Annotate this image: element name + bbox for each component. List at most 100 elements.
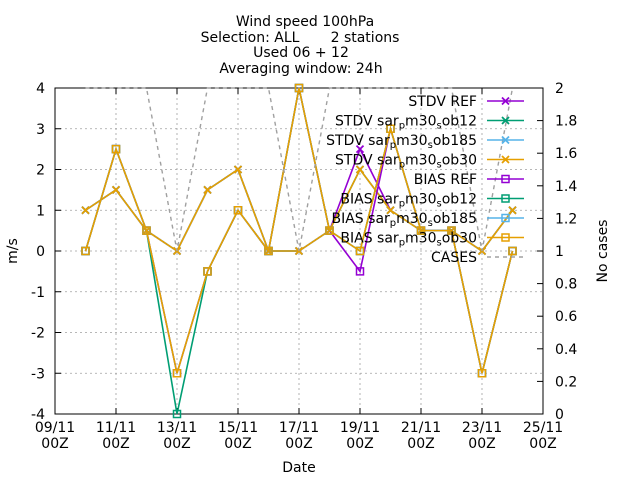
x-tick-label: 17/11 [279,420,319,436]
marker-stroke [203,185,212,195]
legend-marker [501,174,510,184]
legend-marker [501,135,510,145]
y-tick-label: -3 [31,366,45,382]
x-tick-label-sub: 00Z [102,436,129,452]
y2-tick-label: 0.4 [555,342,577,358]
data-point [355,246,365,256]
x-tick-label-sub: 00Z [163,436,190,452]
legend-label: BIAS sarpm30sob30 [340,231,477,249]
y-tick-label: -1 [31,285,45,301]
y-tick-label: -2 [31,326,45,342]
data-point [416,226,426,235]
marker-stroke [233,165,243,174]
legend-item: STDV REF [408,94,524,110]
x-tick-label: 09/11 [35,420,75,436]
data-point [477,369,487,378]
data-point [172,409,182,419]
grid [55,88,543,414]
legend-label: STDV sarpm30sob12 [335,114,477,132]
x-tick-label: 19/11 [340,420,380,436]
marker-stroke [501,155,510,164]
x-tick-label: 21/11 [401,420,441,436]
x-tick-label-sub: 00Z [346,436,373,452]
legend-label: STDV sarpm30sob185 [326,133,477,151]
y2-tick-label: 1 [555,244,564,260]
legend-item: CASES [431,250,524,266]
y-tick-label: 2 [36,163,45,179]
x-tick-label-sub: 00Z [468,436,495,452]
data-point [233,165,243,174]
legend-item: BIAS sarpm30sob30 [340,231,524,249]
y2-tick-label: 1.8 [555,114,577,130]
legend-label: CASES [431,250,477,266]
data-point [233,206,243,215]
legend-item: STDV sarpm30sob185 [326,133,524,151]
marker-stroke [508,206,517,215]
data-point [264,246,273,256]
data-point [508,206,517,215]
data-point [447,226,456,235]
marker-stroke [355,144,365,154]
data-point [508,246,517,256]
y2-tick-label: 0.6 [555,309,577,325]
legend-label: STDV sarpm30sob30 [335,153,477,171]
x-axis-label: Date [282,460,315,476]
data-point [386,124,395,133]
marker-stroke [501,135,510,145]
x-tick-label: 15/11 [218,420,258,436]
data-point [203,185,212,195]
marker-stroke [111,185,121,195]
x-tick-label-sub: 00Z [529,436,556,452]
legend-marker [501,155,510,164]
y2-tick-label: 1.6 [555,146,577,162]
data-point [81,206,90,215]
data-point [355,267,365,276]
data-point [111,144,121,154]
x-tick-label-sub: 00Z [285,436,312,452]
y2-tick-label: 0.2 [555,374,577,390]
marker-stroke [386,206,395,215]
y-axis-label: m/s [5,238,21,264]
legend-marker [501,194,510,203]
data-point [81,246,90,256]
legend-label: BIAS REF [414,172,477,188]
chart-title: Wind speed 100hPa Selection: ALL 2 stati… [201,14,400,77]
series-line [85,87,514,252]
title-line-2: Selection: ALL 2 stations [201,30,400,46]
axes: 09/1100Z11/1100Z13/1100Z15/1100Z17/1100Z… [31,81,577,452]
legend-label: STDV REF [408,94,477,110]
legend-item: STDV sarpm30sob12 [335,114,524,132]
y-tick-label: 0 [36,244,45,260]
legend-item: STDV sarpm30sob30 [335,153,524,171]
legend-marker [501,233,510,242]
legend-marker [501,96,510,106]
data-point [203,267,212,276]
marker-stroke [81,206,90,215]
series-line [84,87,514,374]
y2-tick-label: 1.2 [555,211,577,227]
y2-tick-label: 2 [555,81,564,97]
data-point [325,226,334,235]
y-tick-label: 1 [36,203,45,219]
series-8 [85,87,514,252]
x-tick-label: 25/11 [523,420,563,436]
data-point [142,226,151,235]
y2-tick-label: 0 [555,407,564,423]
data-point [172,369,182,378]
legend-item: BIAS REF [414,172,524,188]
legend-marker [501,116,510,125]
legend-marker [501,213,510,223]
marker-stroke [355,165,365,174]
y2-axis-label: No cases [595,220,611,283]
x-tick-label-sub: 00Z [407,436,434,452]
data-point [111,185,121,195]
data-point [386,206,395,215]
legend-item: BIAS sarpm30sob12 [340,192,524,210]
series-layer [81,83,517,419]
title-line-1: Wind speed 100hPa [236,14,374,30]
y-tick-label: 4 [36,81,45,97]
y-tick-label: 3 [36,122,45,138]
x-tick-label-sub: 00Z [224,436,251,452]
